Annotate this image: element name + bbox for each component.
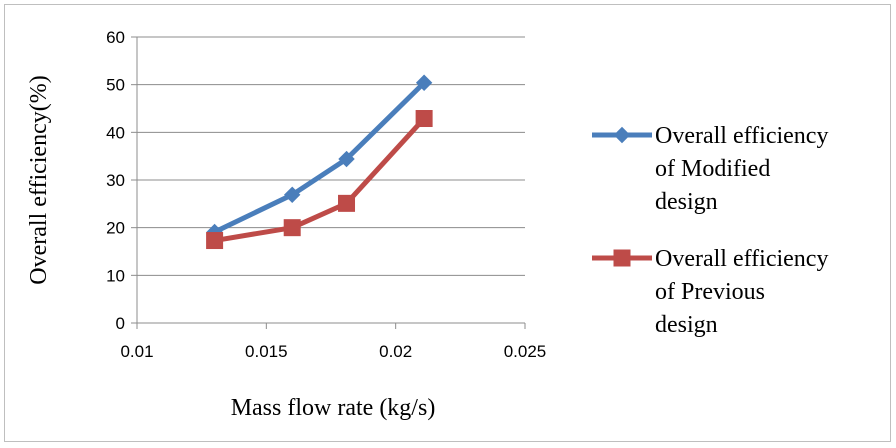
y-tick-labels: 0 10 20 30 40 50 60 xyxy=(106,28,125,333)
axes xyxy=(131,36,526,329)
y-tick-label: 60 xyxy=(106,28,125,47)
series-line xyxy=(212,116,427,244)
data-point xyxy=(415,110,433,128)
chart-frame xyxy=(4,4,891,442)
y-tick-label: 10 xyxy=(106,266,125,285)
data-point xyxy=(206,232,224,250)
x-tick-label: 0.01 xyxy=(120,342,153,361)
data-point xyxy=(283,186,301,203)
legend-swatch-marker xyxy=(613,249,631,267)
y-tick-label: 0 xyxy=(116,314,125,333)
y-tick-label: 50 xyxy=(106,76,125,95)
series-line xyxy=(212,80,427,235)
legend-label: design xyxy=(655,189,718,215)
series-layer xyxy=(206,74,433,250)
x-tick-label: 0.025 xyxy=(504,342,547,361)
x-tick-label: 0.015 xyxy=(245,342,288,361)
series-2 xyxy=(206,110,433,250)
legend-item-2: Overall efficiency of Previous design xyxy=(592,246,828,338)
x-axis-title: Mass flow rate (kg/s) xyxy=(231,395,436,421)
gridlines xyxy=(137,36,525,276)
legend-swatch-marker xyxy=(613,126,631,144)
series-1 xyxy=(206,74,433,241)
y-tick-label: 20 xyxy=(106,219,125,238)
legend-label: Overall efficiency xyxy=(655,246,828,272)
data-point xyxy=(283,219,301,237)
legend-label: of Modified xyxy=(655,156,770,182)
y-tick-label: 40 xyxy=(106,123,125,142)
data-point xyxy=(338,150,355,168)
data-point xyxy=(415,74,433,91)
data-point xyxy=(338,194,356,212)
x-tick-labels: 0.01 0.015 0.02 0.025 xyxy=(120,342,546,361)
legend-label: of Previous xyxy=(655,279,765,305)
y-axis-title: Overall efficiency(%) xyxy=(26,75,52,284)
y-tick-label: 30 xyxy=(106,171,125,190)
legend-item-1: Overall efficiency of Modified design xyxy=(592,123,828,215)
x-tick-label: 0.02 xyxy=(379,342,412,361)
legend-label: design xyxy=(655,312,718,338)
legend-label: Overall efficiency xyxy=(655,123,828,149)
